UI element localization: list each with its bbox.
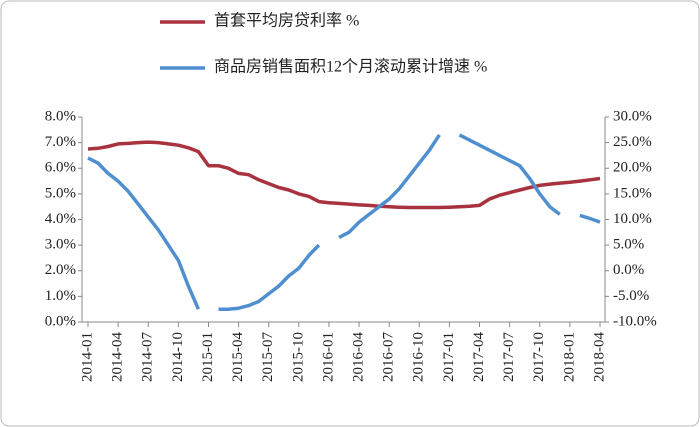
x-tick-label: 2017-04 <box>471 332 487 382</box>
y2-tick-label: -10.0% <box>613 313 657 329</box>
y-tick-label: 6.0% <box>45 160 76 176</box>
x-tick-label: 2015-07 <box>260 332 276 382</box>
series-line <box>87 133 601 311</box>
y2-tick-label: -5.0% <box>613 288 649 304</box>
legend-label: 首套平均房贷利率 % <box>214 12 359 30</box>
y-tick-label: 2.0% <box>45 262 76 278</box>
x-tick-label: 2017-07 <box>501 332 517 382</box>
x-tick-label: 2015-10 <box>290 332 306 382</box>
x-tick-label: 2017-01 <box>441 332 457 382</box>
y2-tick-label: 25.0% <box>613 134 652 150</box>
y2-tick-label: 0.0% <box>613 262 644 278</box>
x-tick-label: 2014-07 <box>140 332 156 382</box>
y-tick-label: 4.0% <box>45 211 76 227</box>
series-line <box>87 140 601 210</box>
y-tick-label: 8.0% <box>45 108 76 124</box>
y2-tick-label: 5.0% <box>613 237 644 253</box>
y-tick-label: 5.0% <box>45 185 76 201</box>
legend: 首套平均房贷利率 % 商品房销售面积12个月滚动累计增速 % <box>160 12 487 76</box>
x-tick-label: 2016-01 <box>320 332 336 382</box>
x-tick-label: 2014-01 <box>79 332 95 382</box>
y-tick-label: 0.0% <box>45 313 76 329</box>
y-tick-label: 3.0% <box>45 237 76 253</box>
y2-tick-label: 10.0% <box>613 211 652 227</box>
x-tick-label: 2016-04 <box>350 332 366 382</box>
x-tick-label: 2017-10 <box>531 332 547 382</box>
x-tick-label: 2014-10 <box>170 332 186 382</box>
y-tick-label: 7.0% <box>45 134 76 150</box>
y-tick-label: 1.0% <box>45 288 76 304</box>
x-tick-label: 2015-01 <box>200 332 216 382</box>
x-tick-label: 2016-07 <box>381 332 397 382</box>
y2-tick-label: 15.0% <box>613 185 652 201</box>
x-tick-label: 2014-04 <box>110 332 126 382</box>
y2-tick-label: 20.0% <box>613 160 652 176</box>
x-tick-label: 2018-01 <box>561 332 577 382</box>
x-tick-label: 2016-10 <box>411 332 427 382</box>
x-tick-label: 2015-04 <box>230 332 246 382</box>
x-tick-label: 2018-04 <box>591 332 607 382</box>
legend-label: 商品房销售面积12个月滚动累计增速 % <box>214 58 487 76</box>
y2-tick-label: 30.0% <box>613 108 652 124</box>
